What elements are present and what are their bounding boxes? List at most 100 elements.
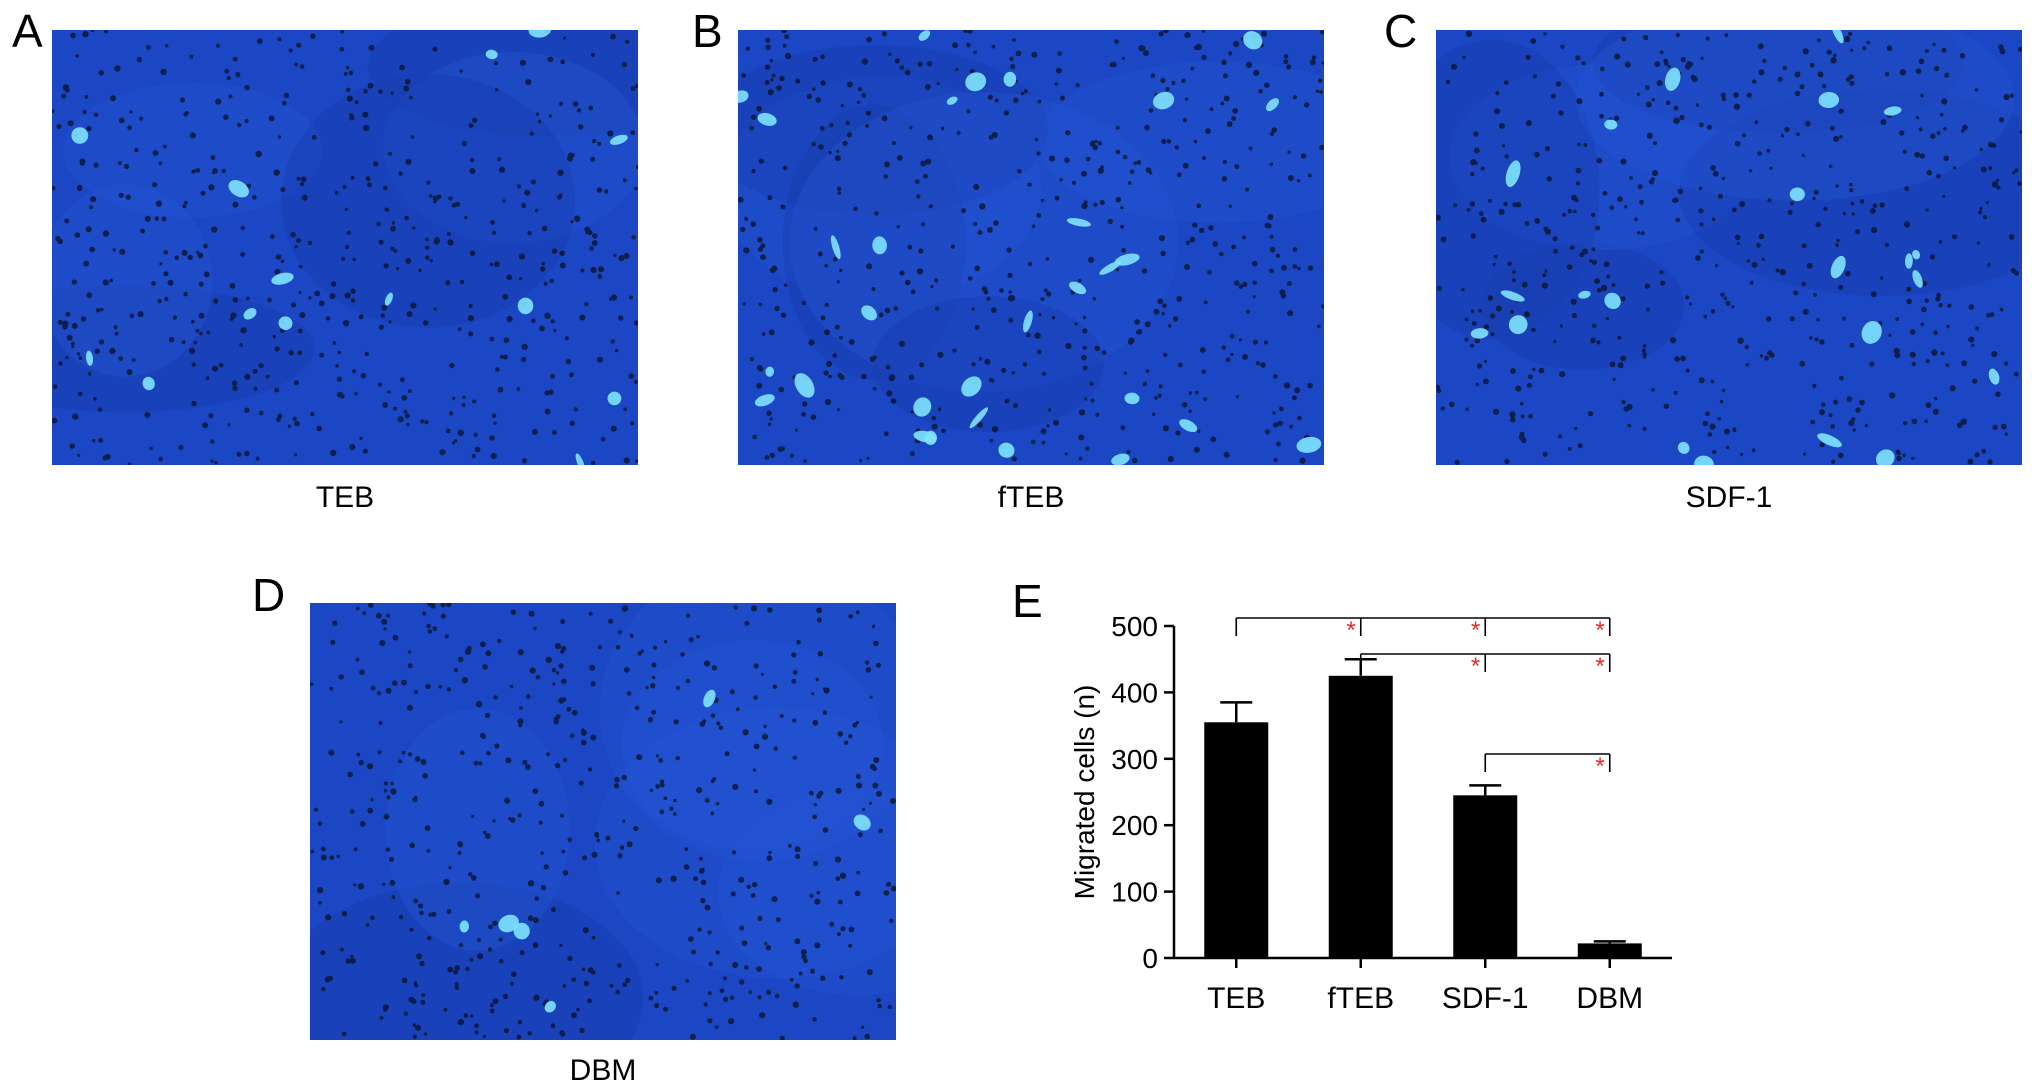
stained-cell xyxy=(1179,419,1198,433)
stained-cell xyxy=(830,235,841,260)
stained-cell xyxy=(1831,30,1844,44)
stained-cell xyxy=(71,127,89,144)
panel-letter-c: C xyxy=(1384,5,1418,57)
stained-cell xyxy=(754,394,775,407)
stained-cell xyxy=(575,453,585,465)
caption-sdf1: SDF-1 xyxy=(1685,481,1773,514)
stained-cell xyxy=(1883,106,1902,116)
significance-star: * xyxy=(1471,617,1480,644)
stained-cell xyxy=(278,316,293,331)
caption-fteb: fTEB xyxy=(997,481,1065,514)
stained-cell xyxy=(1069,281,1087,295)
stained-cell xyxy=(965,72,987,92)
stained-cell xyxy=(459,920,470,933)
stained-cell xyxy=(1578,290,1591,299)
stained-cell xyxy=(1817,433,1842,448)
significance-star: * xyxy=(1595,753,1604,780)
stained-cell xyxy=(924,430,937,445)
stained-cell xyxy=(243,308,257,320)
stained-cell xyxy=(485,49,498,60)
x-tick-label: SDF-1 xyxy=(1442,982,1529,1015)
micrograph-dbm xyxy=(310,603,896,1040)
stained-cell xyxy=(1664,67,1681,91)
stained-cell xyxy=(1604,292,1621,310)
stained-cell xyxy=(1861,320,1882,344)
stained-cell xyxy=(513,922,530,940)
stained-cell xyxy=(961,376,982,397)
stained-cell xyxy=(872,236,887,255)
stained-cell xyxy=(765,366,775,377)
stained-cell xyxy=(1904,253,1913,269)
y-tick-label: 400 xyxy=(1111,677,1158,708)
significance-bracket xyxy=(1484,753,1611,772)
panel-letter-d: D xyxy=(252,569,286,621)
stained-cell xyxy=(757,112,777,126)
y-tick-label: 300 xyxy=(1111,744,1158,775)
bar-dbm xyxy=(1577,943,1642,958)
caption-teb: TEB xyxy=(315,481,375,514)
stained-cell xyxy=(1912,270,1923,288)
stained-cell xyxy=(142,376,155,391)
stained-cell xyxy=(998,442,1015,458)
y-tick-label: 100 xyxy=(1111,877,1158,908)
stained-cell xyxy=(528,30,551,38)
stained-cell xyxy=(1114,253,1140,266)
stained-cell xyxy=(1677,441,1690,454)
stained-cell xyxy=(517,297,534,315)
stained-cell xyxy=(1789,187,1805,202)
significance-star: * xyxy=(1595,653,1604,680)
y-tick-label: 500 xyxy=(1111,611,1158,642)
stained-cell xyxy=(1912,249,1921,260)
migrated-cells-bar-chart: 0 100 200 300 400 500 Migrated cells (n) TEB fTE… xyxy=(1069,611,1672,1015)
stained-cell xyxy=(1023,310,1033,333)
bar-teb xyxy=(1204,722,1269,958)
significance-star: * xyxy=(1595,617,1604,644)
caption-dbm: DBM xyxy=(569,1054,637,1087)
stained-cell xyxy=(1505,160,1521,188)
stained-cell xyxy=(794,373,815,398)
stained-cell xyxy=(703,689,716,708)
stained-cell xyxy=(85,350,94,366)
stained-cell xyxy=(1830,255,1846,279)
micrograph-fteb xyxy=(738,30,1324,465)
bar-sdf-1 xyxy=(1453,795,1518,958)
y-axis-label: Migrated cells (n) xyxy=(1069,685,1100,900)
y-tick-label: 0 xyxy=(1142,943,1158,974)
stained-cell xyxy=(1243,31,1263,50)
stained-cell xyxy=(544,1000,556,1013)
stained-cell xyxy=(1470,328,1489,339)
stained-cell xyxy=(853,814,871,831)
panel-letter-e: E xyxy=(1012,575,1043,627)
stained-cell xyxy=(1876,449,1895,465)
micrograph-sdf1 xyxy=(1436,30,2022,465)
stained-cell xyxy=(498,914,519,933)
stained-cell xyxy=(1066,218,1091,227)
stained-cell xyxy=(918,30,931,41)
stained-cell xyxy=(1296,436,1322,453)
y-tick-label: 200 xyxy=(1111,810,1158,841)
stained-cell xyxy=(609,134,628,145)
x-tick-label: fTEB xyxy=(1327,982,1394,1015)
stained-cell xyxy=(738,90,749,103)
panel-letter-b: B xyxy=(692,5,723,57)
micrograph-teb xyxy=(52,30,638,465)
stained-cell xyxy=(1099,260,1122,275)
significance-star: * xyxy=(1471,653,1480,680)
stained-cell xyxy=(228,180,249,198)
stained-cell xyxy=(1500,290,1525,302)
stained-cell xyxy=(1694,455,1714,465)
x-tick-label: TEB xyxy=(1207,982,1265,1015)
stained-cell xyxy=(1153,91,1175,110)
stained-cell xyxy=(1818,91,1840,109)
significance-bracket xyxy=(1235,617,1611,636)
stained-cell xyxy=(861,305,877,321)
stained-cell xyxy=(1124,392,1140,405)
panel-letter-a: A xyxy=(12,5,43,57)
significance-bracket xyxy=(1359,653,1611,672)
stained-cell xyxy=(969,407,989,429)
stained-cell xyxy=(1604,119,1618,130)
significance-star: * xyxy=(1346,617,1355,644)
bar-fteb xyxy=(1328,675,1393,958)
x-tick-label: DBM xyxy=(1576,982,1643,1015)
stained-cell xyxy=(1266,98,1279,112)
